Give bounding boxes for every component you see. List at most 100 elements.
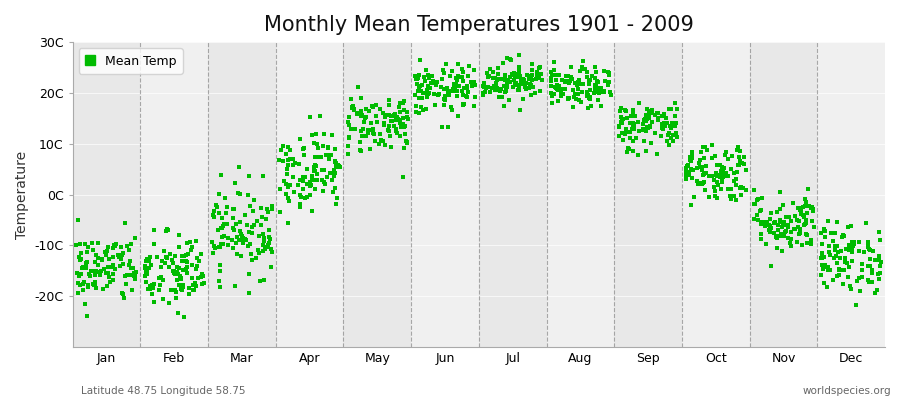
Point: [310, 141, 324, 147]
Point: [441, 90, 455, 96]
Point: [715, 175, 729, 181]
Point: [293, 204, 308, 210]
Point: [399, 138, 413, 144]
Point: [417, 74, 431, 80]
Point: [424, 80, 438, 87]
Point: [398, 123, 412, 129]
Point: [317, 179, 331, 185]
Point: [770, 235, 784, 242]
Point: [454, 66, 469, 72]
Point: [524, 84, 538, 91]
Point: [494, 86, 508, 92]
Point: [167, 287, 182, 294]
Point: [124, 240, 139, 247]
Point: [664, 125, 679, 132]
Point: [580, 92, 595, 98]
Point: [734, 185, 748, 192]
Point: [721, 173, 735, 179]
Point: [564, 64, 579, 70]
Point: [701, 194, 716, 200]
Point: [234, 253, 248, 260]
Point: [354, 112, 368, 119]
Point: [347, 107, 362, 114]
Point: [799, 198, 814, 205]
Point: [845, 249, 859, 255]
Point: [94, 256, 109, 262]
Point: [456, 100, 471, 107]
Point: [763, 229, 778, 235]
Point: [544, 78, 558, 84]
Point: [601, 82, 616, 88]
Point: [386, 123, 400, 130]
Point: [283, 181, 297, 188]
Point: [865, 269, 879, 276]
Point: [212, 268, 227, 274]
Point: [591, 87, 606, 93]
Point: [686, 166, 700, 173]
Point: [194, 251, 208, 257]
Point: [410, 81, 424, 88]
Point: [571, 86, 585, 92]
Point: [486, 74, 500, 81]
Point: [768, 219, 782, 226]
Point: [716, 174, 730, 180]
Point: [356, 126, 371, 132]
Point: [325, 132, 339, 138]
Point: [508, 80, 522, 86]
Point: [770, 233, 785, 239]
Point: [523, 81, 537, 87]
Point: [806, 206, 820, 212]
Point: [797, 196, 812, 202]
Point: [770, 209, 785, 215]
Point: [616, 116, 630, 122]
Point: [697, 178, 711, 185]
Point: [822, 243, 836, 249]
Point: [71, 280, 86, 286]
Point: [266, 206, 280, 212]
Point: [207, 242, 221, 249]
Point: [790, 217, 805, 224]
Point: [279, 180, 293, 187]
Point: [176, 267, 190, 274]
Point: [482, 73, 496, 80]
Point: [457, 100, 472, 107]
Point: [508, 81, 523, 88]
Point: [437, 93, 452, 99]
Point: [298, 195, 312, 201]
Point: [89, 268, 104, 274]
Point: [212, 244, 227, 250]
Point: [279, 191, 293, 197]
Point: [597, 88, 611, 94]
Point: [86, 246, 101, 253]
Point: [804, 241, 818, 247]
Point: [614, 104, 628, 111]
Point: [792, 218, 806, 224]
Point: [544, 75, 558, 81]
Point: [544, 68, 558, 75]
Point: [638, 112, 652, 118]
Point: [395, 173, 410, 180]
Point: [219, 210, 233, 216]
Point: [729, 182, 743, 188]
Point: [310, 171, 325, 178]
Point: [372, 141, 386, 147]
Point: [286, 162, 301, 168]
Point: [832, 266, 846, 272]
Point: [369, 102, 383, 108]
Point: [570, 82, 584, 88]
Point: [660, 120, 674, 127]
Point: [793, 226, 807, 232]
Point: [194, 273, 208, 280]
Point: [416, 107, 430, 113]
Point: [618, 108, 633, 114]
Point: [715, 168, 729, 175]
Point: [806, 224, 821, 230]
Point: [360, 130, 374, 136]
Point: [419, 86, 434, 93]
Point: [697, 172, 711, 178]
Point: [853, 288, 868, 294]
Point: [156, 295, 170, 302]
Point: [592, 88, 607, 95]
Point: [847, 241, 861, 248]
Point: [460, 83, 474, 89]
